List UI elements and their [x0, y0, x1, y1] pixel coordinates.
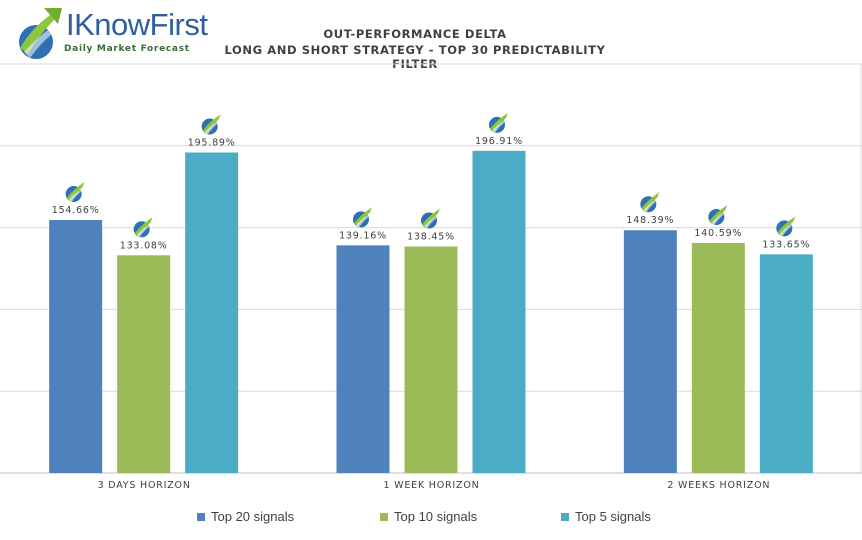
data-label: 133.08% [120, 240, 168, 251]
legend-label: Top 5 signals [575, 509, 651, 524]
legend-swatch [561, 512, 569, 521]
data-label: 195.89% [188, 138, 236, 149]
bar [185, 152, 239, 473]
data-label: 133.65% [762, 239, 810, 250]
bar [404, 246, 458, 473]
bar [117, 255, 171, 473]
bar [691, 242, 745, 473]
i-know-first-logo-icon [19, 8, 62, 59]
legend-swatch [197, 512, 205, 521]
chart-legend: Top 20 signals Top 10 signals Top 5 sign… [0, 509, 862, 527]
i-know-first-logo-icon [489, 112, 508, 133]
logo-wordmark: IKnowFirst [66, 7, 208, 42]
i-know-first-logo-icon [776, 216, 796, 237]
bar [472, 150, 526, 474]
bar [336, 245, 390, 473]
legend-item-top-20: Top 20 signals [197, 509, 294, 524]
x-tick-label: 3 DAYS HORIZON [98, 480, 191, 491]
bar [759, 254, 813, 473]
legend-swatch [380, 512, 388, 521]
logo-tagline: Daily Market Forecast [64, 44, 190, 54]
data-label: 148.39% [626, 215, 674, 226]
data-label: 196.91% [475, 136, 523, 147]
legend-item-top-5: Top 5 signals [561, 509, 651, 524]
i-know-first-logo-icon [421, 208, 440, 229]
x-tick-label: 2 WEEKS HORIZON [667, 480, 770, 491]
i-know-first-logo-icon [708, 204, 728, 225]
chart-subtitle: LONG AND SHORT STRATEGY - TOP 30 PREDICT… [224, 43, 606, 71]
bar [623, 230, 677, 473]
i-know-first-logo-icon [65, 181, 85, 202]
data-label: 140.59% [694, 228, 742, 239]
i-know-first-logo: IKnowFirst Daily Market Forecast [14, 6, 208, 62]
data-label: 138.45% [407, 231, 455, 242]
i-know-first-logo-icon [201, 114, 221, 135]
data-label: 139.16% [339, 230, 387, 241]
logo-knowfirst: KnowFirst [74, 7, 208, 42]
i-know-first-logo-icon [353, 207, 372, 228]
x-tick-label: 1 WEEK HORIZON [383, 480, 479, 491]
i-know-first-logo-icon [640, 192, 660, 213]
bar [49, 219, 103, 473]
legend-label: Top 10 signals [394, 509, 478, 524]
logo-i: I [66, 7, 75, 42]
legend-label: Top 20 signals [211, 509, 295, 524]
i-know-first-logo-icon [133, 217, 153, 238]
data-label: 154.66% [52, 205, 100, 216]
chart-title: OUT-PERFORMANCE DELTA [323, 27, 507, 41]
legend-item-top-10: Top 10 signals [380, 509, 477, 524]
